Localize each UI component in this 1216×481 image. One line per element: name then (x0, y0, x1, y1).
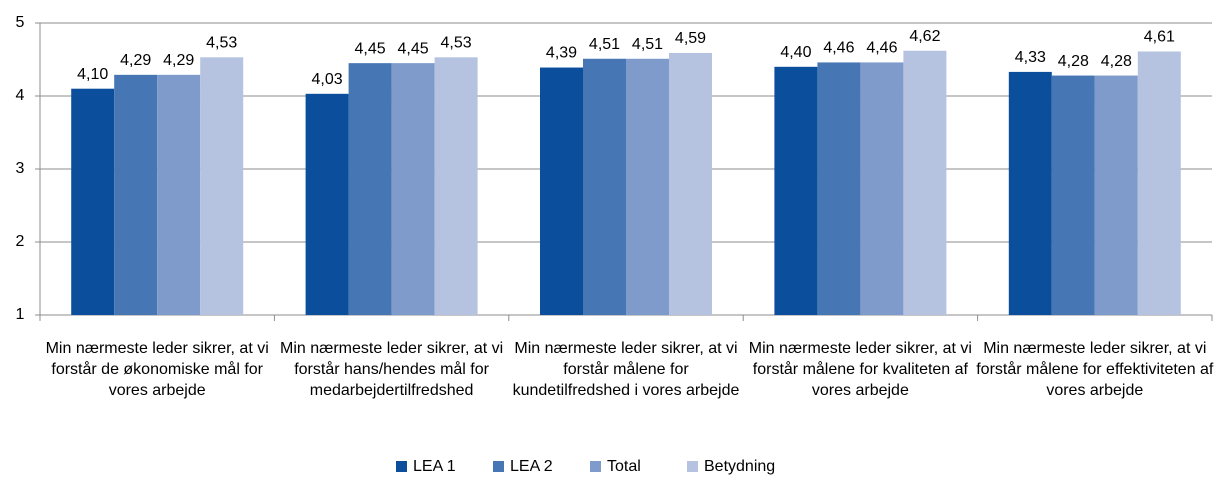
value-label: 4,40 (780, 44, 811, 61)
value-label: 4,28 (1058, 53, 1089, 70)
value-label: 4,62 (909, 28, 940, 45)
bar (903, 50, 947, 316)
value-label: 4,61 (1144, 29, 1175, 46)
bar (348, 63, 392, 316)
bar (583, 58, 626, 316)
bar (71, 88, 115, 315)
bar (774, 66, 818, 315)
x-tick-label: Min nærmeste leder sikrer, at vi forstår… (512, 340, 740, 399)
x-tick-label: Min nærmeste leder sikrer, at vi forstår… (976, 340, 1214, 399)
bar (1137, 51, 1181, 315)
value-label: 4,45 (398, 40, 429, 57)
bar (391, 63, 435, 316)
y-tick-label: 4 (16, 87, 25, 104)
y-tick-label: 5 (16, 14, 25, 31)
value-label: 4,03 (312, 71, 343, 88)
legend-label: Total (607, 458, 641, 475)
bar (200, 57, 244, 316)
x-tick-label: Min nærmeste leder sikrer, at vi forstår… (45, 340, 269, 399)
value-label: 4,51 (632, 36, 663, 53)
bar (817, 62, 861, 315)
value-label: 4,46 (866, 40, 897, 57)
bar (540, 67, 583, 315)
value-label: 4,53 (441, 35, 472, 52)
legend-swatch (493, 461, 504, 472)
y-tick-label: 1 (16, 306, 25, 323)
y-tick-label: 2 (16, 233, 25, 250)
legend-swatch (396, 461, 407, 472)
bar (669, 52, 712, 316)
value-label: 4,39 (546, 45, 577, 62)
bar (1008, 71, 1052, 315)
bar (157, 74, 201, 315)
bar (1051, 75, 1095, 315)
value-label: 4,46 (823, 40, 854, 57)
value-label: 4,10 (77, 66, 108, 83)
bar (114, 74, 158, 315)
legend-swatch (687, 461, 698, 472)
legend-label: Betydning (704, 458, 775, 475)
legend-label: LEA 1 (413, 458, 456, 475)
value-label: 4,53 (206, 35, 237, 52)
value-label: 4,28 (1101, 53, 1132, 70)
value-label: 4,59 (675, 30, 706, 47)
x-tick-label: Min nærmeste leder sikrer, at vi forstår… (280, 340, 504, 399)
value-label: 4,29 (120, 52, 151, 69)
legend-swatch (590, 461, 601, 472)
legend-label: LEA 2 (510, 458, 553, 475)
bar (305, 93, 349, 315)
bar (434, 57, 478, 316)
value-label: 4,45 (355, 40, 386, 57)
bar (860, 62, 904, 315)
value-label: 4,33 (1015, 49, 1046, 66)
y-tick-label: 3 (16, 160, 25, 177)
value-label: 4,29 (163, 52, 194, 69)
x-tick-label: Min nærmeste leder sikrer, at vi forstår… (748, 340, 972, 399)
bar (626, 58, 669, 316)
bar (1094, 75, 1138, 315)
value-label: 4,51 (589, 36, 620, 53)
